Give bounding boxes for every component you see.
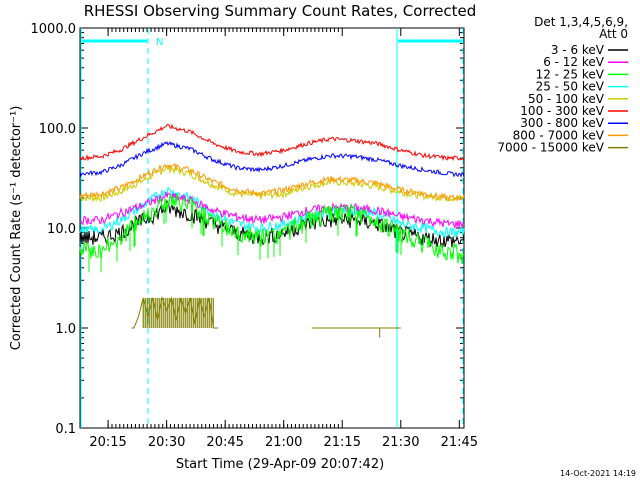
plot-area: 1000.0 100.0 10.0 1.0 0.1 20:15 20:30 20:45 21:0…	[31, 22, 479, 450]
legend-label: 800 - 7000 keV	[513, 128, 605, 142]
series-line-1	[79, 191, 465, 230]
y-axis-label: Corrected Count Rate (s⁻¹ detector⁻¹)	[9, 106, 24, 351]
x-tick-label: 21:00	[265, 435, 302, 450]
x-tick-label: 21:45	[441, 435, 478, 450]
x-tick-label: 21:30	[382, 435, 419, 450]
series-line-5	[79, 123, 465, 162]
y-tick-label: 1000.0	[31, 22, 77, 37]
series-line-2	[79, 192, 465, 273]
y-tick-label: 100.0	[39, 122, 76, 137]
y-tick-label: 10.0	[47, 222, 76, 237]
y-tick-label: 1.0	[55, 322, 76, 337]
x-axis-label: Start Time (29-Apr-09 20:07:42)	[176, 457, 384, 472]
y-tick-label: 0.1	[55, 422, 76, 437]
legend-label: 100 - 300 keV	[520, 104, 604, 118]
chart-title: RHESSI Observing Summary Count Rates, Co…	[84, 2, 477, 20]
series-line-4	[79, 165, 465, 203]
legend-label: 3 - 6 keV	[551, 43, 605, 57]
legend-label: 25 - 50 keV	[536, 80, 605, 94]
legend-label: 7000 - 15000 keV	[497, 141, 604, 155]
legend-label: 50 - 100 keV	[528, 92, 605, 106]
generated-timestamp: 14-Oct-2021 14:19	[560, 469, 636, 478]
annotation-N: N	[156, 37, 163, 48]
x-tick-label: 21:15	[324, 435, 361, 450]
legend-label: 12 - 25 keV	[536, 67, 605, 81]
legend-header-line-2: Att 0	[599, 27, 628, 41]
series-line-6	[79, 140, 465, 179]
series-line-7	[79, 162, 465, 202]
x-tick-label: 20:45	[206, 435, 243, 450]
x-tick-label: 20:15	[89, 435, 126, 450]
legend-label: 6 - 12 keV	[543, 55, 605, 69]
x-tick-label: 20:30	[148, 435, 185, 450]
legend-header-line-1: Det 1,3,4,5,6,9,	[534, 15, 628, 29]
legend-label: 300 - 800 keV	[520, 116, 604, 130]
